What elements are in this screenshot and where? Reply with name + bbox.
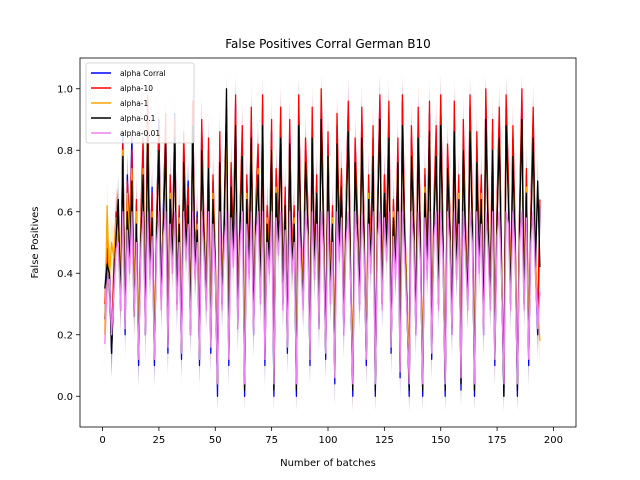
y-tick-label: 0.6 bbox=[57, 207, 73, 218]
y-tick-label: 0.4 bbox=[57, 269, 73, 280]
x-axis: 0 25 50 75 100 125 150 175 200 bbox=[99, 427, 563, 446]
y-tick-label: 1.0 bbox=[57, 84, 73, 95]
x-tick-label: 200 bbox=[544, 435, 563, 446]
legend-label: alpha Corral bbox=[120, 69, 166, 78]
x-tick-label: 100 bbox=[318, 435, 337, 446]
legend-box bbox=[85, 62, 195, 144]
y-axis-label: False Positives bbox=[30, 206, 41, 278]
x-tick-label: 50 bbox=[209, 435, 222, 446]
y-axis: 0.0 0.2 0.4 0.6 0.8 1.0 bbox=[57, 84, 80, 403]
series-lines bbox=[104, 88, 541, 397]
series-line-alpha-0-01 bbox=[104, 211, 541, 385]
x-tick-label: 75 bbox=[265, 435, 278, 446]
x-tick-label: 125 bbox=[375, 435, 394, 446]
legend-label: alpha-0.01 bbox=[120, 129, 160, 138]
x-tick-label: 25 bbox=[153, 435, 166, 446]
x-axis-label: Number of batches bbox=[280, 458, 376, 469]
legend-label: alpha-1 bbox=[120, 99, 148, 108]
legend: alpha Corral alpha-10 alpha-1 alpha-0.1 alph… bbox=[85, 62, 195, 144]
legend-label: alpha-10 bbox=[120, 84, 153, 93]
x-tick-label: 0 bbox=[99, 435, 105, 446]
chart-title: False Positives Corral German B10 bbox=[225, 37, 431, 51]
x-tick-label: 150 bbox=[431, 435, 450, 446]
x-tick-label: 175 bbox=[488, 435, 507, 446]
y-tick-label: 0.0 bbox=[57, 392, 73, 403]
legend-label: alpha-0.1 bbox=[120, 114, 156, 123]
y-tick-label: 0.2 bbox=[57, 330, 73, 341]
y-tick-label: 0.8 bbox=[57, 146, 73, 157]
